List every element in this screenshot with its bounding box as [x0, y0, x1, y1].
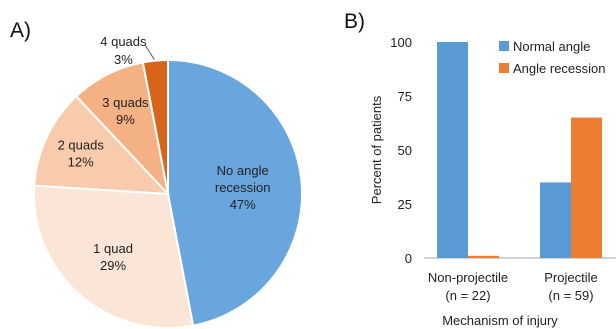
legend-label: Normal angle — [513, 39, 590, 54]
slice-label: No angle recession — [215, 163, 271, 195]
y-axis-title: Percent of patients — [369, 95, 384, 204]
x-tick-label-line: (n = 22) — [445, 288, 490, 303]
legend: Normal angle Angle recession — [499, 39, 606, 76]
pie-slices — [32, 58, 303, 329]
x-tick-label: Non-projectile (n = 22) — [428, 270, 508, 303]
pie-chart-panel: A) No angle recession 47% 1 quad 29% 2 quads 1… — [10, 19, 303, 329]
y-tick-label: 50 — [398, 143, 412, 158]
bar-axes: 0 25 50 75 100 Non-projectile (n = 22) Projecti… — [390, 35, 616, 303]
leader-line — [144, 45, 155, 60]
x-tick-label-line: (n = 59) — [548, 288, 593, 303]
pie-slice-no-angle-recession — [167, 58, 303, 327]
slice-label-line: recession — [215, 180, 271, 195]
bar-chart-panel: B) 0 25 50 75 100 Non-projectile (n = 22) Proje… — [344, 10, 616, 328]
bar-normal-angle-1 — [540, 182, 571, 258]
bars — [437, 42, 602, 258]
slice-label-line: 2 quads — [58, 137, 105, 152]
slice-label: 3 quads — [102, 95, 149, 110]
legend-swatch — [499, 63, 509, 73]
x-tick-label-line: Projectile — [544, 270, 597, 285]
slice-label-line: No angle — [217, 163, 269, 178]
slice-value: 9% — [116, 112, 135, 127]
slice-label: 1 quad — [93, 241, 133, 256]
slice-value: 47% — [230, 197, 256, 212]
y-tick-label: 25 — [398, 197, 412, 212]
slice-value: 12% — [68, 154, 94, 169]
x-tick-label-line: Non-projectile — [428, 270, 508, 285]
y-tick-label: 100 — [390, 35, 412, 50]
pie-slice-1-quad — [32, 184, 195, 329]
slice-label: 2 quads — [58, 137, 105, 152]
slice-label-line: 3 quads — [102, 95, 149, 110]
slice-value: 3% — [114, 52, 133, 67]
x-axis-title: Mechanism of injury — [442, 313, 558, 328]
bar-angle-recession-1 — [571, 117, 602, 258]
slice-label-line: 1 quad — [93, 241, 133, 256]
bar-normal-angle-0 — [437, 42, 468, 258]
pie-slice-2-quads — [33, 94, 171, 196]
y-tick-label: 75 — [398, 89, 412, 104]
slice-label: 4 quads — [100, 34, 147, 49]
legend-label: Angle recession — [513, 61, 606, 76]
legend-swatch — [499, 41, 509, 51]
panel-label-b: B) — [344, 10, 365, 33]
bar-angle-recession-0 — [468, 255, 499, 258]
pie-labels: No angle recession 47% 1 quad 29% 2 quads 12% 3… — [58, 34, 271, 273]
y-tick-label: 0 — [405, 251, 412, 266]
slice-value: 29% — [100, 258, 126, 273]
panel-label-a: A) — [10, 19, 31, 42]
pie-slice-4-quads — [141, 58, 169, 195]
x-tick-label: Projectile (n = 59) — [544, 270, 597, 303]
slice-label-line: 4 quads — [100, 34, 147, 49]
